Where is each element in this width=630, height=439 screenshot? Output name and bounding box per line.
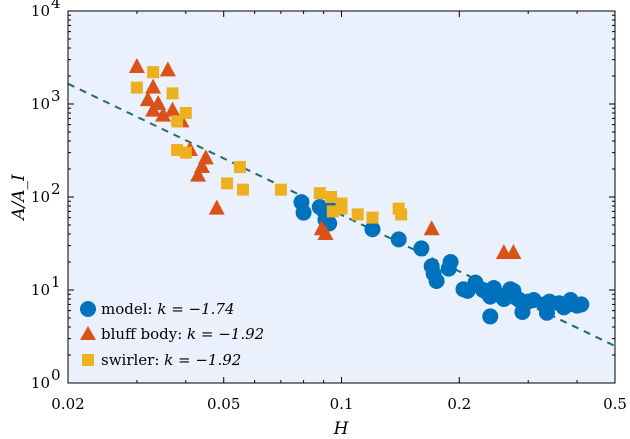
y-tick-label: 10	[31, 188, 50, 206]
swirler-point	[274, 183, 287, 196]
bluff-body-point	[159, 61, 176, 77]
x-tick-label: 0.05	[207, 395, 240, 413]
bluff-body-point	[423, 220, 440, 236]
legend: model: k = −1.74 bluff body: k = −1.92 s…	[80, 300, 264, 369]
x-tick-label: 0.5	[603, 395, 627, 413]
swirler-point	[233, 161, 246, 174]
bluff-body-point	[505, 243, 522, 259]
bluff-body-point	[145, 78, 162, 94]
y-tick-label: 10	[31, 281, 50, 299]
swirler-point	[395, 208, 408, 221]
bluff-body-point	[139, 91, 156, 107]
data-points-layer	[128, 57, 590, 325]
swirler-point	[166, 87, 179, 100]
fit-line-layer	[67, 82, 616, 347]
bluff-body-point	[145, 101, 162, 117]
axis-ticks-layer	[67, 10, 616, 384]
legend-label-model: model: k = −1.74	[101, 300, 235, 318]
swirler-point	[366, 211, 379, 224]
bluff-body-point	[155, 106, 172, 122]
swirler-point	[130, 81, 143, 94]
model-point	[428, 272, 445, 289]
plot-area	[68, 11, 615, 383]
legend-item-model: model: k = −1.74	[80, 300, 235, 318]
y-tick-exponent: 1	[51, 273, 61, 291]
bluff-body-point	[197, 149, 214, 165]
y-tick-label: 10	[31, 2, 50, 20]
bluff-body-point	[317, 225, 334, 241]
legend-label-bluff-body: bluff body: k = −1.92	[101, 325, 264, 343]
fit-line	[67, 82, 616, 347]
swirler-point	[313, 187, 326, 200]
swirler-point	[179, 107, 192, 120]
model-point	[390, 231, 407, 248]
swirler-point	[236, 183, 249, 196]
y-tick-exponent: 3	[51, 87, 61, 105]
bluff-body-point	[208, 199, 225, 215]
model-point	[364, 221, 381, 238]
y-tick-label: 10	[31, 95, 50, 113]
legend-marker-bluff-body	[80, 326, 96, 340]
legend-marker-swirler	[82, 354, 94, 366]
bluff-body-point	[128, 57, 145, 73]
swirler-point	[179, 146, 192, 159]
y-axis-label: A/A_I	[9, 174, 29, 222]
x-tick-label: 0.02	[51, 395, 84, 413]
y-tick-exponent: 0	[51, 366, 61, 384]
swirler-point	[351, 208, 364, 221]
swirler-point	[147, 66, 160, 79]
swirler-point	[324, 191, 337, 203]
model-point	[482, 308, 499, 325]
x-axis-label: H	[333, 419, 350, 439]
y-tick-exponent: 4	[51, 0, 61, 12]
model-point	[440, 260, 457, 277]
model-point	[573, 296, 590, 313]
swirler-point	[335, 197, 348, 210]
model-point	[413, 240, 430, 257]
legend-marker-model	[80, 301, 96, 317]
legend-item-bluff-body: bluff body: k = −1.92	[80, 325, 264, 343]
legend-label-swirler: swirler: k = −1.92	[101, 351, 241, 369]
x-tick-label: 0.2	[447, 395, 471, 413]
x-tick-label: 0.1	[330, 395, 354, 413]
y-tick-label: 10	[31, 374, 50, 392]
bluff-body-point	[190, 166, 207, 182]
y-tick-exponent: 2	[51, 180, 61, 198]
swirler-point	[221, 177, 234, 190]
model-point	[295, 204, 312, 221]
bluff-body-point	[164, 101, 181, 117]
legend-item-swirler: swirler: k = −1.92	[82, 351, 241, 369]
